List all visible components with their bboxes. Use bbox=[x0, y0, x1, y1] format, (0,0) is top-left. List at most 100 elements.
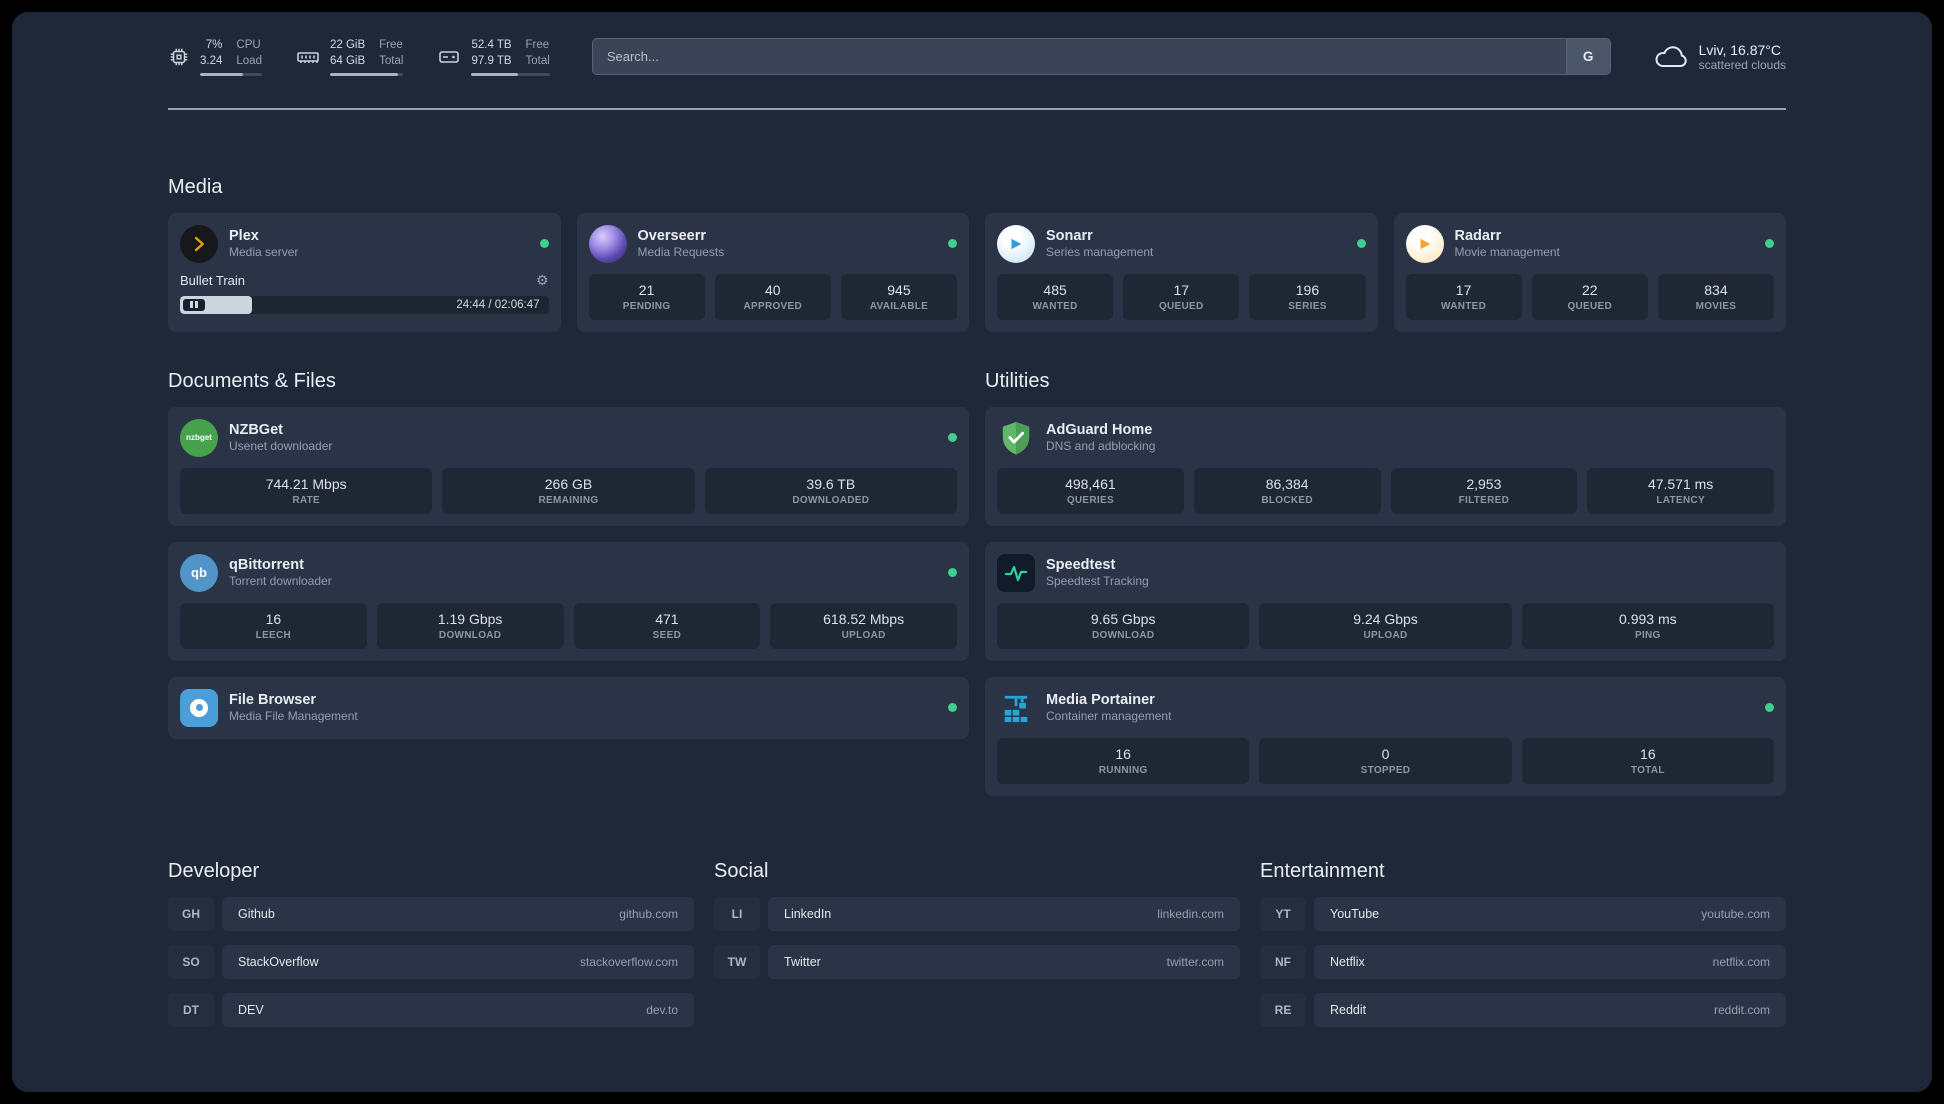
bookmark-abbr: SO bbox=[168, 944, 214, 979]
status-dot bbox=[1356, 239, 1366, 249]
filebrowser-icon bbox=[180, 688, 218, 727]
stat-box: 9.65 Gbps DOWNLOAD bbox=[997, 602, 1250, 649]
stat-box: 266 GB REMAINING bbox=[442, 467, 695, 514]
service-name[interactable]: NZBGet bbox=[229, 422, 283, 439]
service-card-portainer[interactable]: Media Portainer Container management 16 … bbox=[985, 676, 1786, 796]
plex-now-playing-widget: Bullet Train ⚙ 24:44 / 02:06:47 bbox=[180, 273, 549, 314]
stat-value: 22 bbox=[1581, 281, 1598, 298]
stat-label: UPLOAD bbox=[841, 629, 886, 641]
cpu-label: CPU bbox=[236, 39, 261, 51]
bookmark-url: dev.to bbox=[646, 1002, 678, 1017]
weather-widget: Lviv, 16.87°C scattered clouds bbox=[1653, 42, 1786, 72]
stat-box: 21 PENDING bbox=[588, 273, 705, 320]
stat-value: 196 bbox=[1295, 281, 1320, 298]
disk-total-label: Total bbox=[525, 54, 550, 67]
topbar-divider bbox=[168, 107, 1786, 110]
stat-box: 17 WANTED bbox=[1405, 273, 1522, 320]
service-name[interactable]: Radarr bbox=[1454, 228, 1502, 245]
service-card-nzbget[interactable]: nzbget NZBGet Usenet downloader 744.21 M… bbox=[168, 406, 969, 526]
disk-usage-bar bbox=[471, 72, 550, 76]
service-name[interactable]: Speedtest bbox=[1046, 557, 1116, 574]
qbittorrent-icon: qb bbox=[180, 553, 218, 592]
stat-label: PENDING bbox=[622, 300, 671, 312]
stat-value: 1.19 Gbps bbox=[437, 610, 503, 627]
memory-total-value: 64 GiB bbox=[329, 54, 366, 67]
stat-label: REMAINING bbox=[538, 494, 599, 506]
stat-label: STOPPED bbox=[1360, 764, 1411, 776]
stat-label: MOVIES bbox=[1695, 300, 1737, 312]
stat-label: TOTAL bbox=[1630, 764, 1665, 776]
stat-value: 86,384 bbox=[1265, 475, 1309, 492]
service-name[interactable]: Overseerr bbox=[637, 228, 707, 245]
service-name[interactable]: Plex bbox=[229, 228, 259, 245]
bookmark-youtube[interactable]: YT YouTube youtube.com bbox=[1260, 896, 1786, 931]
service-card-radarr[interactable]: Radarr Movie management 17 WANTED 22 QUE… bbox=[1393, 212, 1786, 332]
service-subtitle: Media File Management bbox=[229, 709, 358, 724]
service-card-overseerr[interactable]: Overseerr Media Requests 21 PENDING 40 A… bbox=[576, 212, 969, 332]
cpu-load-label: Load bbox=[236, 54, 262, 67]
service-subtitle: Usenet downloader bbox=[229, 439, 333, 454]
bookmark-name: Twitter bbox=[784, 954, 821, 969]
bookmark-github[interactable]: GH Github github.com bbox=[168, 896, 694, 931]
bookmark-url: github.com bbox=[619, 906, 678, 921]
search-input[interactable] bbox=[592, 39, 1566, 75]
bookmark-twitter[interactable]: TW Twitter twitter.com bbox=[714, 944, 1240, 979]
stat-label: FILTERED bbox=[1458, 494, 1510, 506]
stat-label: WANTED bbox=[1032, 300, 1078, 312]
dashboard-panel: 7% CPU 3.24 Load 22 GiB bbox=[12, 12, 1932, 1092]
bookmark-netflix[interactable]: NF Netflix netflix.com bbox=[1260, 944, 1786, 979]
radarr-icon bbox=[1405, 224, 1444, 263]
stat-label: RATE bbox=[292, 494, 320, 506]
service-card-speedtest[interactable]: Speedtest Speedtest Tracking 9.65 Gbps D… bbox=[985, 541, 1786, 661]
service-name[interactable]: qBittorrent bbox=[229, 557, 304, 574]
stat-value: 40 bbox=[764, 281, 781, 298]
service-card-plex[interactable]: Plex Media server Bullet Train ⚙ 24:44 /… bbox=[168, 212, 561, 332]
service-subtitle: Movie management bbox=[1454, 245, 1560, 260]
service-name[interactable]: File Browser bbox=[229, 692, 317, 709]
stat-label: DOWNLOAD bbox=[1091, 629, 1155, 641]
stat-label: QUERIES bbox=[1066, 494, 1114, 506]
service-card-filebrowser[interactable]: File Browser Media File Management bbox=[168, 676, 969, 739]
bookmark-linkedin[interactable]: LI LinkedIn linkedin.com bbox=[714, 896, 1240, 931]
stat-box: 834 MOVIES bbox=[1657, 273, 1775, 320]
pause-button[interactable] bbox=[183, 298, 205, 311]
bookmark-dev[interactable]: DT DEV dev.to bbox=[168, 992, 694, 1027]
portainer-icon bbox=[997, 689, 1035, 727]
stat-value: 17 bbox=[1173, 281, 1190, 298]
stat-label: SERIES bbox=[1288, 300, 1327, 312]
service-card-qbittorrent[interactable]: qb qBittorrent Torrent downloader 16 LEE… bbox=[168, 541, 969, 661]
stat-value: 266 GB bbox=[544, 475, 593, 492]
stat-box: 0.993 ms PING bbox=[1521, 602, 1774, 649]
memory-free-label: Free bbox=[379, 39, 403, 51]
weather-condition: scattered clouds bbox=[1698, 57, 1786, 72]
service-card-adguard[interactable]: AdGuard Home DNS and adblocking 498,461 … bbox=[985, 406, 1786, 526]
memory-total-label: Total bbox=[379, 54, 404, 67]
plex-icon bbox=[180, 224, 218, 263]
bookmark-stackoverflow[interactable]: SO StackOverflow stackoverflow.com bbox=[168, 944, 694, 979]
service-card-sonarr[interactable]: Sonarr Series management 485 WANTED 17 Q… bbox=[985, 212, 1378, 332]
stat-value: 834 bbox=[1704, 281, 1728, 298]
stat-value: 17 bbox=[1455, 281, 1472, 298]
stat-box: 2,953 FILTERED bbox=[1390, 467, 1578, 514]
status-dot bbox=[1765, 239, 1774, 249]
stat-box: 47.571 ms LATENCY bbox=[1587, 467, 1774, 514]
service-name[interactable]: Sonarr bbox=[1046, 228, 1093, 245]
service-name[interactable]: Media Portainer bbox=[1046, 692, 1155, 709]
bookmark-reddit[interactable]: RE Reddit reddit.com bbox=[1260, 992, 1786, 1027]
stat-value: 9.65 Gbps bbox=[1090, 610, 1156, 627]
cpu-load-value: 3.24 bbox=[200, 54, 223, 67]
search-provider-button[interactable]: G bbox=[1565, 39, 1610, 75]
status-dot bbox=[948, 568, 957, 578]
service-name[interactable]: AdGuard Home bbox=[1046, 422, 1153, 439]
stat-value: 471 bbox=[655, 610, 679, 627]
stat-box: 16 LEECH bbox=[180, 602, 367, 649]
gear-icon[interactable]: ⚙ bbox=[535, 272, 549, 289]
cpu-widget: 7% CPU 3.24 Load bbox=[168, 38, 262, 76]
playback-progress-bar[interactable]: 24:44 / 02:06:47 bbox=[180, 295, 549, 314]
section-title-media: Media bbox=[168, 175, 223, 198]
stat-label: QUEUED bbox=[1158, 300, 1204, 312]
stat-box: 39.6 TB DOWNLOADED bbox=[704, 467, 957, 514]
stat-value: 21 bbox=[638, 281, 655, 298]
section-title-entertainment: Entertainment bbox=[1260, 859, 1385, 882]
bookmark-name: Netflix bbox=[1330, 954, 1365, 969]
